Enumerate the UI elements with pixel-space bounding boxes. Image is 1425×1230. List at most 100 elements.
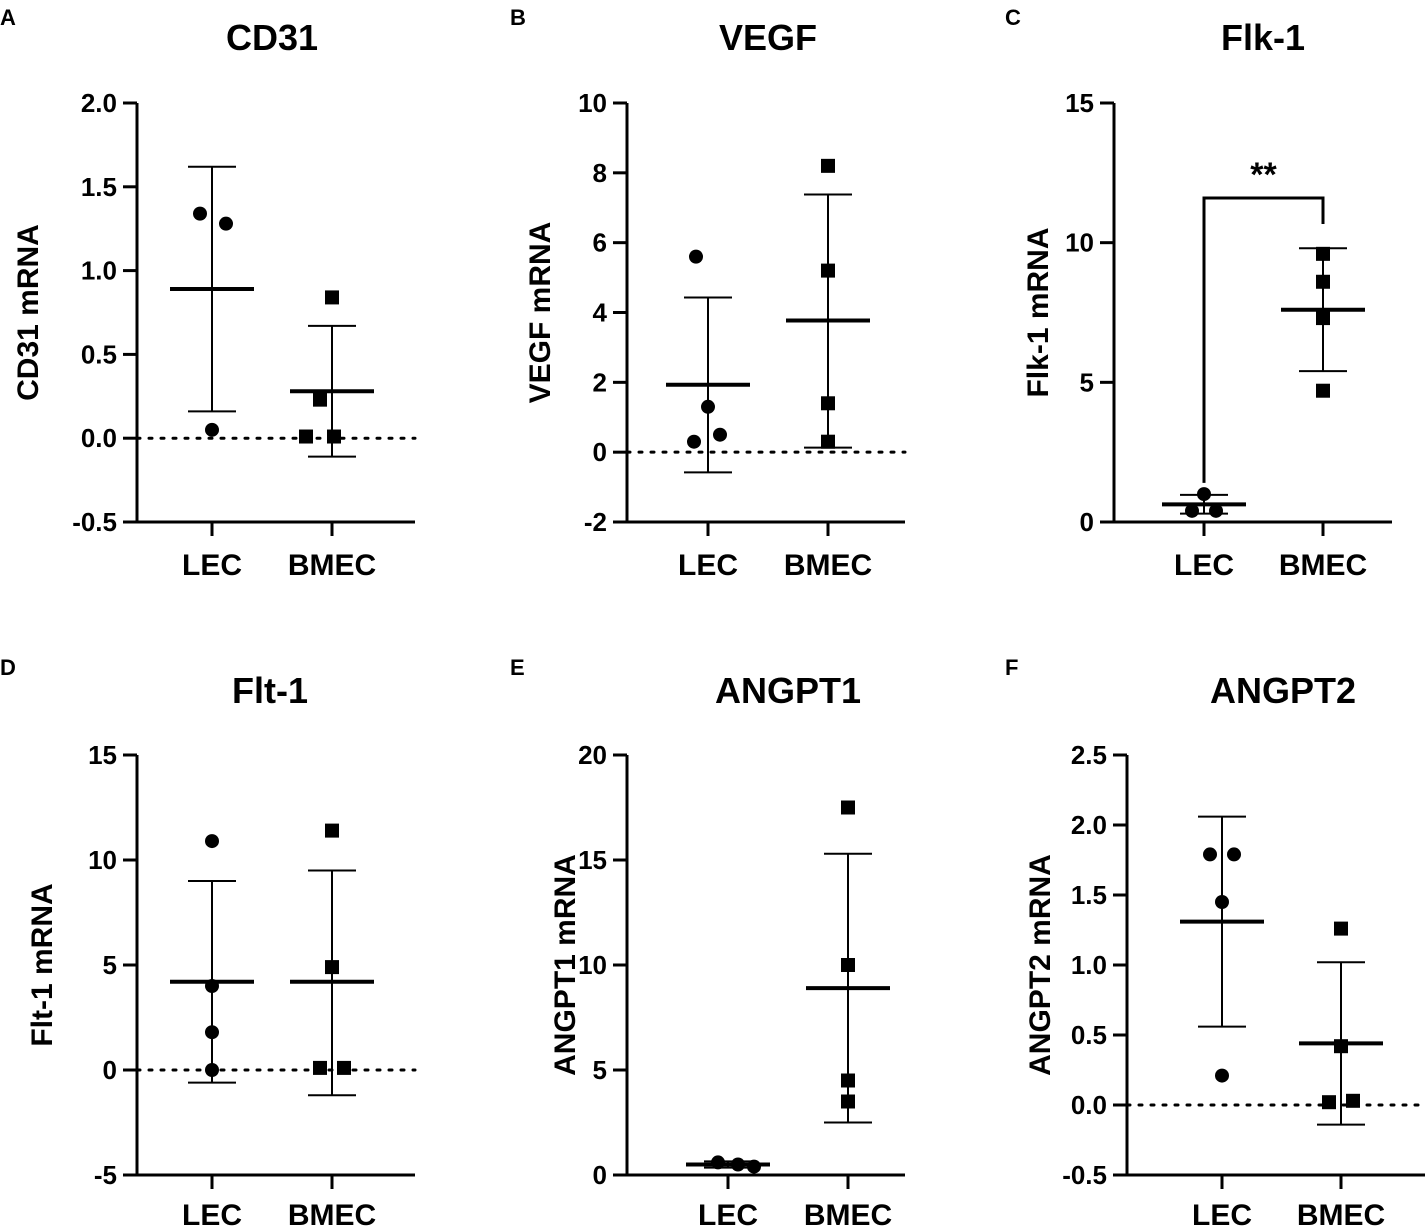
x-category-label: BMEC bbox=[288, 1199, 376, 1230]
data-point bbox=[821, 158, 835, 173]
y-tick-label: -0.5 bbox=[1062, 1160, 1107, 1190]
data-point bbox=[325, 290, 339, 305]
significance-label: ** bbox=[1250, 156, 1277, 194]
data-point bbox=[1322, 1095, 1336, 1110]
data-point bbox=[821, 263, 835, 278]
data-point bbox=[299, 429, 313, 444]
data-point bbox=[205, 1063, 219, 1077]
data-point bbox=[1316, 246, 1330, 261]
data-point bbox=[313, 1060, 327, 1075]
data-point bbox=[689, 249, 703, 264]
series-lec bbox=[170, 165, 254, 437]
y-tick-label: -5 bbox=[94, 1160, 117, 1190]
data-point bbox=[841, 958, 855, 972]
series-lec bbox=[1180, 815, 1264, 1083]
data-point bbox=[1185, 503, 1199, 518]
data-point bbox=[327, 429, 341, 444]
y-tick-label: -0.5 bbox=[72, 507, 117, 537]
chart-title: ANGPT2 bbox=[1210, 670, 1356, 711]
chart-title: ANGPT1 bbox=[715, 670, 861, 711]
data-point bbox=[1197, 487, 1211, 502]
data-point bbox=[1215, 895, 1229, 909]
data-point bbox=[821, 434, 835, 449]
y-axis-label: Flk-1 mRNA bbox=[1022, 227, 1055, 397]
data-point bbox=[325, 823, 339, 838]
y-tick-label: 15 bbox=[578, 845, 607, 875]
data-point bbox=[1334, 921, 1348, 936]
y-axis-label: Flt-1 mRNA bbox=[26, 883, 59, 1046]
y-tick-label: 0 bbox=[593, 437, 607, 467]
y-tick-label: 0.5 bbox=[1071, 1020, 1107, 1050]
y-tick-label: 10 bbox=[88, 845, 117, 875]
chart-title: VEGF bbox=[719, 17, 817, 58]
y-tick-label: 8 bbox=[593, 158, 607, 188]
x-category-label: LEC bbox=[698, 1199, 758, 1230]
data-point bbox=[219, 216, 233, 231]
y-tick-label: 1.5 bbox=[81, 172, 117, 202]
series-lec bbox=[170, 834, 254, 1084]
series-bmec bbox=[290, 290, 374, 458]
series-bmec bbox=[290, 823, 374, 1097]
data-point bbox=[205, 1025, 219, 1040]
y-axis-label: ANGPT1 mRNA bbox=[549, 854, 582, 1076]
series-lec bbox=[666, 249, 750, 474]
data-point bbox=[313, 392, 327, 407]
data-point bbox=[1209, 503, 1223, 518]
data-point bbox=[325, 960, 339, 975]
x-category-label: LEC bbox=[1174, 549, 1234, 582]
panel-letter: C bbox=[1005, 5, 1021, 30]
chart-title: CD31 bbox=[226, 17, 318, 58]
data-point bbox=[1334, 1039, 1348, 1054]
chart-title: Flt-1 bbox=[232, 670, 308, 711]
data-point bbox=[841, 1094, 855, 1109]
panel-c: C Flk-1 Flk-1 mRNA 0 5 10 15 LEC BMEC ** bbox=[1005, 5, 1392, 582]
chart-title: Flk-1 bbox=[1221, 17, 1305, 58]
data-point bbox=[713, 427, 727, 442]
x-category-label: LEC bbox=[182, 549, 242, 582]
x-category-label: BMEC bbox=[804, 1199, 892, 1230]
y-tick-label: 5 bbox=[103, 950, 117, 980]
x-category-label: BMEC bbox=[1279, 549, 1367, 582]
y-tick-label: 1.5 bbox=[1071, 880, 1107, 910]
panel-letter: A bbox=[0, 5, 16, 30]
x-category-label: LEC bbox=[182, 1199, 242, 1230]
y-tick-label: 0 bbox=[1080, 507, 1094, 537]
data-point bbox=[711, 1155, 725, 1170]
y-tick-label: 1.0 bbox=[81, 256, 117, 286]
panel-letter: F bbox=[1005, 655, 1018, 680]
y-tick-label: 0.0 bbox=[1071, 1090, 1107, 1120]
data-point bbox=[1316, 311, 1330, 326]
y-tick-label: 20 bbox=[578, 740, 607, 770]
y-tick-label: 15 bbox=[1065, 88, 1094, 118]
y-tick-label: 6 bbox=[593, 228, 607, 258]
y-tick-label: 2.0 bbox=[81, 88, 117, 118]
y-tick-label: -2 bbox=[584, 507, 607, 537]
data-point bbox=[1316, 383, 1330, 398]
y-tick-label: 10 bbox=[578, 950, 607, 980]
data-point bbox=[337, 1060, 351, 1075]
series-lec bbox=[686, 1155, 770, 1174]
data-point bbox=[701, 399, 715, 414]
data-point bbox=[1316, 274, 1330, 289]
y-tick-label: 5 bbox=[1080, 367, 1094, 397]
x-category-label: LEC bbox=[1192, 1199, 1252, 1230]
data-point bbox=[1203, 847, 1217, 862]
panel-letter: D bbox=[0, 655, 16, 680]
data-point bbox=[687, 434, 701, 449]
panel-f: F ANGPT2 ANGPT2 mRNA -0.5 0.0 0.5 1.0 1.5 2.0 2.5… bbox=[1005, 655, 1425, 1230]
y-axis-label: ANGPT2 mRNA bbox=[1024, 854, 1057, 1076]
y-tick-label: 0.0 bbox=[81, 423, 117, 453]
panel-letter: B bbox=[510, 5, 526, 30]
y-tick-label: 2.5 bbox=[1071, 740, 1107, 770]
y-tick-label: 4 bbox=[593, 298, 608, 328]
data-point bbox=[205, 834, 219, 849]
data-point bbox=[1346, 1093, 1360, 1108]
panel-b: B VEGF VEGF mRNA -2 0 2 4 6 8 10 LEC BMEC bbox=[510, 5, 907, 582]
y-tick-label: 15 bbox=[88, 740, 117, 770]
bracket-line bbox=[1202, 196, 1325, 483]
y-axis-label: CD31 mRNA bbox=[12, 224, 45, 401]
y-tick-label: 2 bbox=[593, 367, 607, 397]
data-point bbox=[205, 422, 219, 437]
x-category-label: BMEC bbox=[1297, 1199, 1385, 1230]
